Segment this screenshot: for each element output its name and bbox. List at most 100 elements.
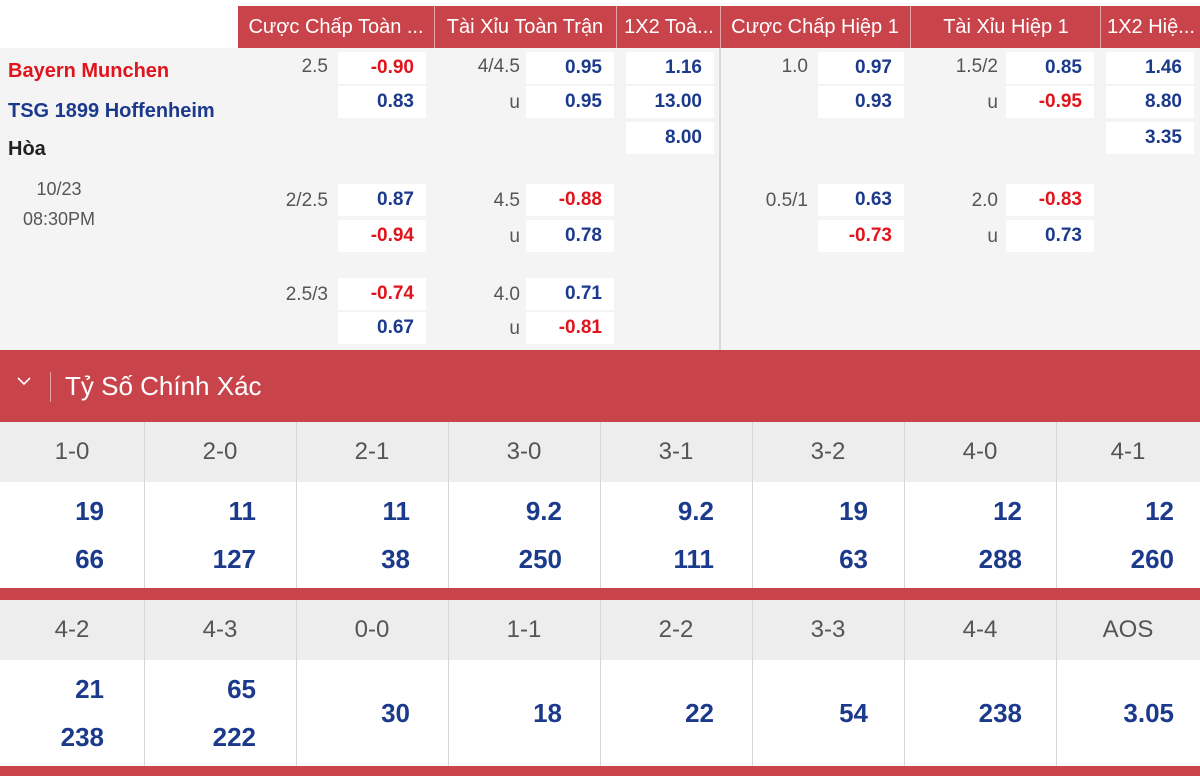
ft-ou-under-odds[interactable]: -0.81 (526, 312, 614, 344)
score-odds[interactable]: 21 (75, 674, 104, 704)
score-odds[interactable]: 250 (518, 544, 562, 574)
chevron-down-icon[interactable] (14, 370, 34, 396)
score-odds[interactable]: 288 (978, 544, 1022, 574)
h1-ou-under-odds[interactable]: 0.73 (1006, 220, 1094, 252)
score-odds[interactable]: 19 (839, 496, 868, 526)
ft-ou-under-label: u (509, 318, 520, 339)
h1-1x2-away-odds[interactable]: 8.80 (1106, 86, 1194, 118)
score-label: 4-1 (1110, 438, 1146, 465)
ft-ou-over-odds[interactable]: 0.95 (526, 52, 614, 84)
score-odds[interactable]: 66 (75, 544, 104, 574)
ft-ou-over-odds[interactable]: -0.88 (526, 184, 614, 216)
score-odds[interactable]: 19 (75, 496, 104, 526)
header-divider (434, 6, 435, 48)
correct-score-title: Tỷ Số Chính Xác (65, 371, 262, 401)
h1-ou-under-label: u (987, 92, 998, 113)
score-odds[interactable]: 238 (60, 722, 104, 752)
col-h1-handicap[interactable]: Cược Chấp Hiệp 1 (731, 16, 899, 38)
grid-line (600, 600, 601, 766)
ft-ou-over-odds[interactable]: 0.71 (526, 278, 614, 310)
grid-line (296, 422, 297, 588)
score-label: 4-2 (54, 616, 90, 643)
score-odds[interactable]: 22 (685, 698, 714, 728)
score-odds[interactable]: 260 (1130, 544, 1174, 574)
grid-line (448, 422, 449, 588)
h1-hdp-away-odds[interactable]: 0.93 (818, 86, 904, 118)
col-ft-overunder[interactable]: Tài Xỉu Toàn Trận (446, 16, 604, 38)
section-separator (0, 588, 1200, 600)
ft-hdp-home-odds[interactable]: -0.74 (338, 278, 426, 310)
col-h1-1x2[interactable]: 1X2 Hiệ... (1107, 16, 1195, 38)
score-label: 1-1 (506, 616, 542, 643)
score-label: 2-2 (658, 616, 694, 643)
ft-hdp-away-odds[interactable]: -0.94 (338, 220, 426, 252)
score-label: 1-0 (54, 438, 90, 465)
ft-hdp-line: 2/2.5 (285, 190, 328, 211)
ft-hdp-home-odds[interactable]: 0.87 (338, 184, 426, 216)
ft-hdp-away-odds[interactable]: 0.67 (338, 312, 426, 344)
odds-header: Cược Chấp Toàn ... Tài Xỉu Toàn Trận 1X2… (0, 0, 1200, 48)
score-label: 4-4 (962, 616, 998, 643)
score-odds[interactable]: 9.2 (525, 496, 562, 526)
odds-table: Bayern Munchen TSG 1899 Hoffenheim Hòa 1… (0, 48, 1200, 350)
score-odds[interactable]: 12 (1145, 496, 1174, 526)
score-odds[interactable]: 3.05 (1123, 698, 1174, 728)
score-odds[interactable]: 63 (839, 544, 868, 574)
h1-hdp-home-odds[interactable]: 0.63 (818, 184, 904, 216)
h1-ou-over-odds[interactable]: 0.85 (1006, 52, 1094, 84)
away-team: TSG 1899 Hoffenheim (8, 100, 215, 122)
header-divider (720, 6, 721, 48)
grid-line (296, 600, 297, 766)
h1-ou-over-odds[interactable]: -0.83 (1006, 184, 1094, 216)
ft-1x2-draw-odds[interactable]: 8.00 (626, 122, 714, 154)
grid-line (144, 600, 145, 766)
score-odds[interactable]: 18 (533, 698, 562, 728)
score-odds[interactable]: 238 (978, 698, 1022, 728)
col-h1-overunder[interactable]: Tài Xỉu Hiệp 1 (943, 16, 1069, 38)
h1-ou-under-odds[interactable]: -0.95 (1006, 86, 1094, 118)
h1-hdp-home-odds[interactable]: 0.97 (818, 52, 904, 84)
h1-1x2-home-odds[interactable]: 1.46 (1106, 52, 1194, 84)
score-label: AOS (1102, 616, 1154, 643)
score-odds[interactable]: 222 (212, 722, 256, 752)
grid-line (1056, 422, 1057, 588)
header-divider (910, 6, 911, 48)
grid-line (752, 422, 753, 588)
h1-1x2-draw-odds[interactable]: 3.35 (1106, 122, 1194, 154)
score-odds[interactable]: 54 (839, 698, 868, 728)
score-label: 3-3 (810, 616, 846, 643)
score-odds[interactable]: 11 (228, 496, 257, 526)
home-team: Bayern Munchen (8, 60, 170, 82)
ft-ou-under-label: u (509, 92, 520, 113)
ft-ou-under-odds[interactable]: 0.78 (526, 220, 614, 252)
ft-ou-line: 4/4.5 (477, 56, 520, 77)
ft-ou-line: 4.5 (493, 190, 520, 211)
grid-line (448, 600, 449, 766)
h1-hdp-line: 0.5/1 (765, 190, 808, 211)
col-ft-1x2[interactable]: 1X2 Toà... (624, 16, 714, 38)
score-odds[interactable]: 65 (227, 674, 256, 704)
score-odds[interactable]: 11 (382, 496, 411, 526)
score-odds[interactable]: 9.2 (677, 496, 714, 526)
ft-hdp-home-odds[interactable]: -0.90 (338, 52, 426, 84)
score-odds[interactable]: 30 (381, 698, 410, 728)
header-divider (616, 6, 617, 48)
ft-ou-under-odds[interactable]: 0.95 (526, 86, 614, 118)
ft-1x2-away-odds[interactable]: 13.00 (626, 86, 714, 118)
correct-score-header[interactable]: Tỷ Số Chính Xác (0, 350, 1200, 422)
score-label: 3-2 (810, 438, 846, 465)
score-odds[interactable]: 38 (381, 544, 410, 574)
h1-hdp-away-odds[interactable]: -0.73 (818, 220, 904, 252)
header-bar (238, 6, 1200, 48)
score-odds[interactable]: 127 (212, 544, 256, 574)
score-odds[interactable]: 12 (993, 496, 1022, 526)
score-odds[interactable]: 111 (673, 544, 714, 574)
col-ft-handicap[interactable]: Cược Chấp Toàn ... (248, 16, 424, 38)
ft-ou-line: 4.0 (493, 284, 520, 305)
ft-1x2-home-odds[interactable]: 1.16 (626, 52, 714, 84)
ft-hdp-away-odds[interactable]: 0.83 (338, 86, 426, 118)
section-separator (0, 766, 1200, 776)
grid-line (752, 600, 753, 766)
header-divider (50, 372, 51, 402)
ft-hdp-line: 2.5/3 (285, 284, 328, 305)
